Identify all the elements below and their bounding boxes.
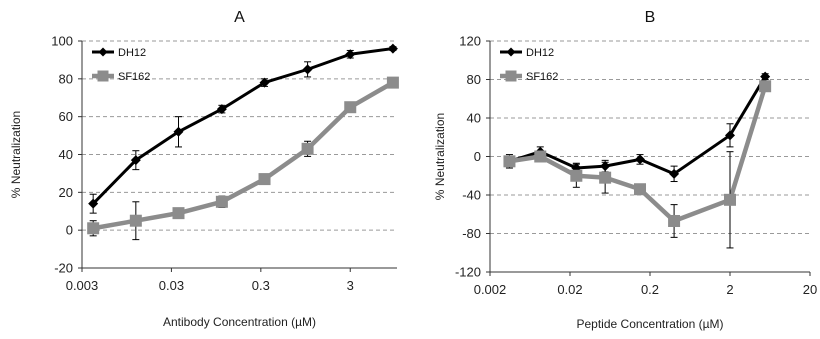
data-point [599,171,612,184]
x-tick-label: 0.03 [159,278,184,293]
series-dh12 [88,43,398,214]
data-point [534,150,547,163]
data-point [387,43,398,54]
legend-item: DH12 [92,47,146,59]
data-point [301,142,314,155]
data-point [259,77,270,88]
y-tick-label: 0 [474,149,481,164]
x-tick-label: 0.02 [557,282,582,297]
series-line [509,85,768,224]
chart-title: A [234,9,245,26]
y-tick-label: 40 [467,111,481,126]
y-tick-label: -120 [455,265,481,280]
x-tick-label: 20 [803,282,817,297]
data-point [668,214,681,227]
x-tick-label: 0.3 [252,278,270,293]
data-point [88,198,99,209]
y-axis-label: % Neutralization [9,111,23,198]
series-sf162 [503,80,772,249]
data-point [172,207,185,220]
data-point [635,154,646,165]
y-tick-label: 80 [59,71,73,86]
data-point [386,76,399,89]
chart-title: B [645,9,656,26]
series-line [508,75,767,176]
series-line [92,80,395,231]
x-axis-label: Peptide Concentration (µM) [577,317,724,331]
legend-marker [505,70,517,82]
data-point [129,214,142,227]
y-tick-label: -80 [462,226,481,241]
data-point [669,168,680,179]
y-tick-label: -20 [54,261,73,276]
data-point [503,155,516,168]
y-tick-label: 40 [59,147,73,162]
legend-label: SF162 [118,71,150,83]
y-tick-label: 120 [459,34,481,49]
legend-marker [506,47,516,57]
data-point [216,104,227,115]
data-point [87,222,100,235]
data-point [570,169,583,182]
data-point [130,155,141,166]
data-point [173,126,184,137]
series-line [92,47,394,205]
data-point [345,49,356,60]
y-tick-label: 100 [51,34,73,49]
data-point [725,130,735,141]
y-tick-label: 0 [66,223,73,238]
x-tick-label: 0.003 [66,278,99,293]
legend-marker [98,47,108,57]
legend-item: SF162 [500,70,558,83]
x-tick-label: 0.2 [641,282,659,297]
x-tick-label: 2 [726,282,733,297]
data-point [634,183,647,196]
legend-item: SF162 [92,70,150,83]
data-point [258,173,271,186]
chart-b: -120 -80 -40 0 40 80 120 0.002 0.02 0.2 2 20 B Peptid… [433,9,817,331]
legend-label: DH12 [118,47,146,59]
x-tick-label: 3 [347,278,354,293]
y-tick-label: 60 [59,109,73,124]
y-tick-label: 20 [59,185,73,200]
y-axis-label: % Neutralization [433,113,447,200]
data-point [215,195,228,208]
series-sf162 [87,76,399,241]
data-point [724,193,736,206]
x-axis-label: Antibody Concentration (µM) [163,315,316,329]
data-point [344,101,357,114]
legend-label: DH12 [526,47,554,59]
data-point [760,71,771,82]
x-tick-label: 0.002 [474,282,507,297]
data-point [759,80,772,93]
chart-a: -20 0 20 40 60 80 100 0.003 0.03 0.3 3 A Antibody Co… [9,9,399,329]
legend-item: DH12 [500,47,554,59]
legend-label: SF162 [526,71,558,83]
y-tick-label: -40 [462,188,481,203]
legend-marker [97,70,109,82]
data-point [302,64,313,75]
y-tick-label: 80 [467,72,481,87]
